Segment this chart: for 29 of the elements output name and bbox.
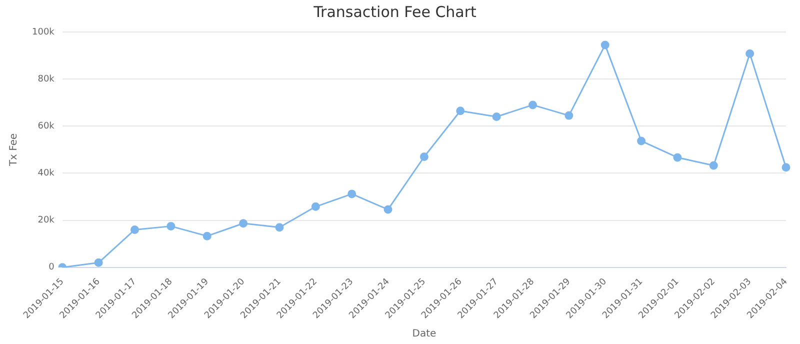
y-tick-label: 40k — [38, 168, 56, 179]
x-axis-title: Date — [412, 328, 436, 340]
point — [600, 40, 610, 50]
point — [384, 205, 392, 214]
y-tick-label: 0 — [48, 262, 55, 273]
point — [94, 258, 103, 267]
point — [130, 225, 139, 234]
y-tick-label: 20k — [38, 216, 56, 226]
y-tick-label: 100k — [32, 27, 56, 38]
point — [673, 153, 682, 162]
y-tick-label: 80k — [38, 74, 56, 84]
point — [202, 232, 212, 240]
point — [528, 100, 537, 110]
point — [348, 190, 356, 198]
point — [456, 106, 465, 116]
point — [709, 161, 718, 170]
point — [311, 202, 320, 211]
point — [275, 223, 284, 232]
point — [166, 222, 176, 230]
chart-title: Transaction Fee Chart — [312, 2, 477, 21]
point — [782, 163, 790, 172]
point — [239, 219, 248, 228]
point — [420, 152, 428, 161]
point — [637, 136, 646, 146]
y-tick-label: 60k — [38, 121, 56, 132]
point — [492, 112, 501, 121]
point — [746, 49, 754, 58]
y-axis-title: Tx Fee — [8, 133, 20, 168]
point — [564, 111, 574, 120]
